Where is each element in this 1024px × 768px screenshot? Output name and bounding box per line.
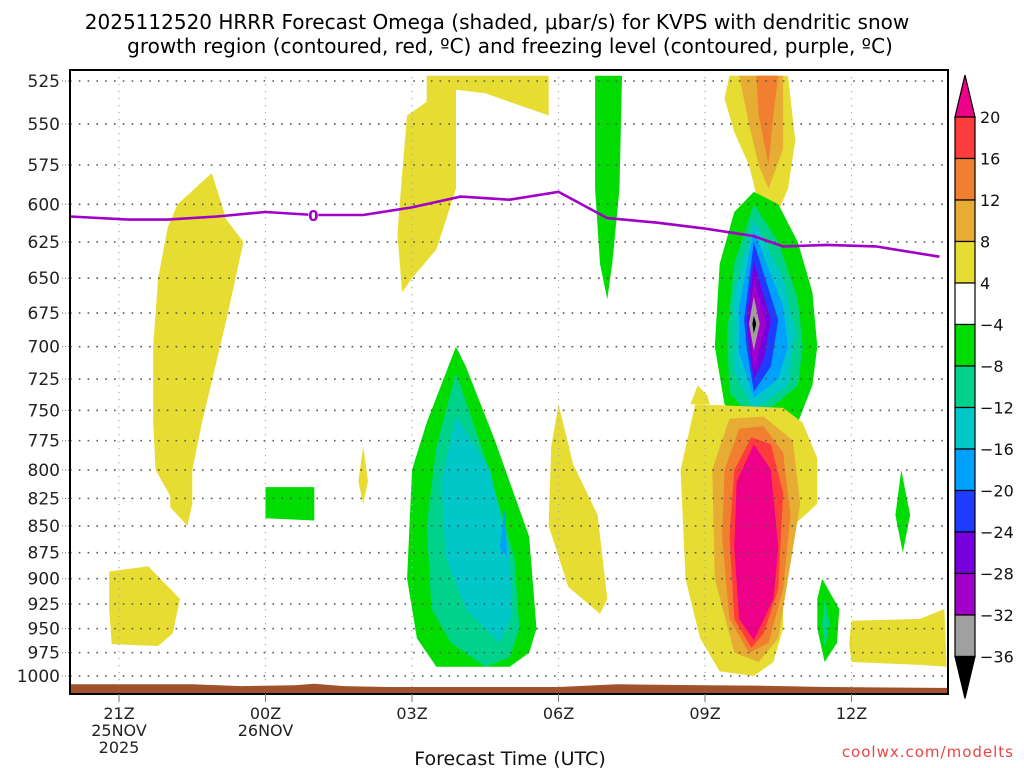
colorbar-band-12to16 [954,157,976,201]
freezing-level-line [70,190,940,258]
y-tick-label-550: 550 [28,115,60,135]
x-axis-label: Forecast Time (UTC) [414,748,605,768]
colorbar-tick--36: −36 [980,648,1014,667]
credit-link[interactable]: coolwx.com/modelts [842,743,1014,761]
colorbar-tick-8: 8 [980,233,990,252]
colorbar-band--12to-8 [954,365,976,409]
omega-region-teal-right-lower [822,599,830,648]
y-tick-label-675: 675 [28,304,60,324]
y-tick-label-925: 925 [28,595,60,615]
colorbar-band-4to8 [954,240,976,284]
y-tick-label-1000: 1000 [17,667,60,687]
colorbar-band--8to-4 [954,323,976,367]
y-tick-label-800: 800 [28,461,60,481]
colorbar-tick-20: 20 [980,108,1000,127]
y-tick-label-700: 700 [28,338,60,358]
y-tick-label-650: 650 [28,269,60,289]
x-tick-label-26NOV: 26NOV [238,721,294,740]
y-tick-label-850: 850 [28,517,60,537]
freezing-label-bg [308,208,319,225]
colorbar-tick-4: 4 [980,274,990,293]
x-tick-label-12Z: 12Z [836,704,867,723]
colorbar-tick--12: −12 [980,399,1014,418]
colorbar: 20 16 12 8 4 −4 −8 −12 −16 −20 −24 −28 −32 −36 [954,74,1014,699]
terrain-band [70,683,948,694]
omega-region-yellow-thin-sliver [358,446,368,504]
colorbar-tick-16: 16 [980,150,1000,169]
omega-region-yellow-far-right [849,609,947,667]
colorbar-band--24to-20 [954,489,976,533]
omega-region-yellow-top-col [397,75,549,293]
x-tick-label-03Z: 03Z [396,704,427,723]
colorbar-tick--8: −8 [980,357,1004,376]
colorbar-tick--24: −24 [980,523,1014,542]
colorbar-band--32to-28 [954,572,976,616]
x-tick-label-06Z: 06Z [543,704,574,723]
omega-region-blue-lower-spot [499,509,508,558]
gridlines [70,70,948,694]
omega-region-cyan-lower-blob [441,416,513,644]
colorbar-band--28to-24 [954,531,976,575]
omega-region-yellow-left-plume [153,173,244,526]
omega-shaded-regions [109,75,947,676]
colorbar-lower-extend [954,655,976,699]
colorbar-band-16to20 [954,116,976,160]
omega-region-pos-magenta [734,444,779,641]
plot-frame [69,69,949,695]
colorbar-band--16to-12 [954,406,976,450]
chart-title-line2: growth region (contoured, red, ºC) and f… [127,34,893,58]
colorbar-tick--28: −28 [980,565,1014,584]
y-tick-label-575: 575 [28,156,60,176]
y-tick-label-750: 750 [28,401,60,421]
colorbar-tick-12: 12 [980,191,1000,210]
omega-region-green-far-right [895,469,911,553]
colorbar-band--20to-16 [954,448,976,492]
colorbar-tick--16: −16 [980,440,1014,459]
x-tick-label-09Z: 09Z [689,704,720,723]
colorbar-band--36to-32 [954,614,976,658]
omega-region-yellow-lower-left [109,566,180,646]
y-tick-label-525: 525 [28,72,60,92]
colorbar-band-8to12 [954,199,976,243]
y-tick-label-775: 775 [28,432,60,452]
freezing-level-contour: 0 [70,190,940,258]
colorbar-tick--4: −4 [980,316,1004,335]
colorbar-tick--32: −32 [980,606,1014,625]
x-tick-label-21Z: 21Z [103,704,134,723]
y-tick-label-625: 625 [28,233,60,253]
y-tick-label-950: 950 [28,620,60,640]
colorbar-upper-extend [954,74,976,118]
colorbar-tick--20: −20 [980,482,1014,501]
y-tick-label-875: 875 [28,544,60,564]
y-tick-label-725: 725 [28,370,60,390]
chart-title-line1: 2025112520 HRRR Forecast Omega (shaded, … [85,10,909,34]
y-axis-ticks: 525 550 575 600 625 650 675 700 725 750 775 800 825 8… [17,72,70,687]
omega-region-yellow-right-of-06z [548,404,608,614]
x-tick-label-25NOV: 25NOV [91,721,147,740]
y-tick-label-975: 975 [28,644,60,664]
x-tick-label-00Z: 00Z [250,704,281,723]
x-tick-label-2025: 2025 [99,738,140,757]
y-tick-label-900: 900 [28,570,60,590]
omega-region-green-top-streak [595,75,622,300]
y-tick-label-600: 600 [28,195,60,215]
omega-region-orange-top-right [756,75,779,165]
omega-region-green-small-box [265,487,315,521]
omega-region-neg-upper-black [752,315,757,334]
colorbar-band--4to4 [954,282,976,326]
terrain-fill [70,683,948,694]
freezing-level-label: 0 [308,207,318,225]
y-tick-label-825: 825 [28,489,60,509]
